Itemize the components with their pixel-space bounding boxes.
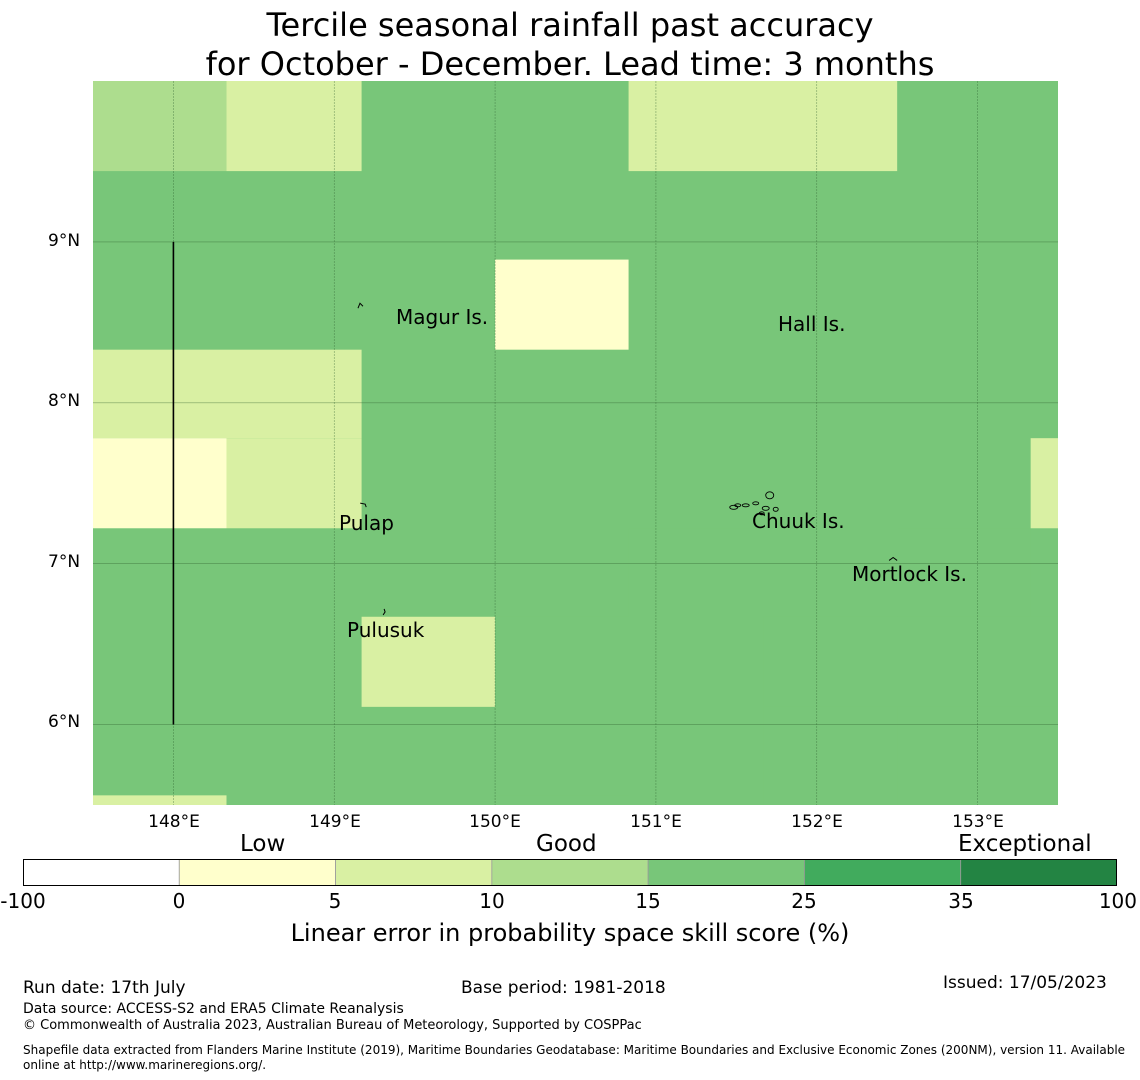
colorbar-tick-label: 0 [172, 889, 186, 913]
lat-tick-label: 6°N [48, 712, 81, 732]
skill-cell [361, 795, 496, 805]
place-label-pulusuk: Pulusuk [347, 618, 425, 642]
lon-tick-label: 150°E [469, 812, 521, 832]
place-label-pulap: Pulap [339, 511, 394, 535]
lat-tick-label: 9°N [48, 231, 81, 251]
chuuk-island-outline [734, 503, 742, 508]
lon-tick-label: 148°E [148, 812, 200, 832]
skill-cell [628, 81, 898, 172]
colorbar-frame [23, 859, 1117, 886]
skill-cell [628, 528, 764, 617]
colorbar-swatch [491, 859, 649, 886]
lat-tick-label: 8°N [48, 391, 81, 411]
skill-cell [897, 528, 1031, 617]
skill-cell [1030, 438, 1058, 529]
colorbar-swatch [647, 859, 805, 886]
lon-tick-label: 153°E [952, 812, 1004, 832]
lat-tick-label: 7°N [48, 552, 81, 572]
colorbar-tick-label: 35 [948, 889, 974, 913]
mortlock-island-outline [888, 556, 898, 561]
run-date: Run date: 17th July [23, 978, 186, 998]
chuuk-island-outline [761, 505, 770, 511]
colorbar-band-low: Low [240, 831, 286, 857]
place-label-magur: Magur Is. [396, 305, 489, 329]
skill-cell [495, 259, 629, 350]
map-canvas [93, 81, 1058, 805]
lon-tick-label: 149°E [309, 812, 361, 832]
colorbar-band-good: Good [536, 831, 597, 857]
map-title-line-1: Tercile seasonal rainfall past accuracy [266, 6, 874, 44]
skill-cell [226, 438, 362, 529]
skill-cell [93, 81, 227, 172]
colorbar-swatch [804, 859, 962, 886]
base-period: Base period: 1981-2018 [461, 978, 666, 998]
data-source: Data source: ACCESS-S2 and ERA5 Climate … [23, 1001, 404, 1017]
skill-cell [226, 81, 362, 172]
shapefile-credit-line-2: online at http://www.marineregions.org/. [23, 1058, 267, 1072]
island-outline [357, 302, 364, 309]
skill-cell [1030, 706, 1058, 805]
colorbar [23, 859, 1117, 886]
colorbar-swatch [23, 859, 180, 886]
colorbar-tick-label: 15 [635, 889, 661, 913]
colorbar-tick-label: 5 [328, 889, 342, 913]
colorbar-swatch [335, 859, 493, 886]
place-label-chuuk: Chuuk Is. [752, 509, 845, 533]
place-label-hall: Hall Is. [778, 312, 846, 336]
copyright: © Commonwealth of Australia 2023, Austra… [23, 1018, 642, 1033]
colorbar-label: Linear error in probability space skill … [290, 919, 850, 947]
island-outline [360, 502, 367, 508]
chuuk-island-outline [758, 511, 765, 516]
colorbar-tick-label: 25 [791, 889, 817, 913]
chuuk-island-outline [772, 506, 779, 512]
skill-cell [93, 438, 227, 529]
issued-date: Issued: 17/05/2023 [943, 973, 1107, 993]
island-outline [382, 608, 386, 616]
skill-cell [763, 706, 898, 805]
shapefile-credit-line-1: Shapefile data extracted from Flanders M… [23, 1043, 1126, 1057]
skill-cell [93, 795, 227, 805]
lon-tick-label: 152°E [791, 812, 843, 832]
colorbar-swatch [178, 859, 336, 886]
colorbar-swatch [960, 859, 1117, 886]
colorbar-tick-label: 100 [1098, 889, 1137, 913]
colorbar-tick-label: 10 [479, 889, 505, 913]
skill-cell [495, 616, 629, 796]
chuuk-island-outline [741, 503, 750, 508]
skill-cell [93, 349, 362, 439]
skill-cell [361, 616, 496, 707]
skill-cell [763, 616, 1058, 707]
lon-tick-label: 151°E [630, 812, 682, 832]
chuuk-island-outline [752, 501, 760, 506]
place-label-mortlock: Mortlock Is. [852, 562, 967, 586]
map-title-line-2: for October - December. Lead time: 3 mon… [205, 45, 935, 83]
colorbar-band-exceptional: Exceptional [958, 831, 1092, 857]
skill-score-map [93, 81, 1058, 805]
chuuk-island-outline [765, 491, 775, 500]
colorbar-tick-label: -100 [0, 889, 46, 913]
chuuk-island-outline [729, 504, 739, 510]
